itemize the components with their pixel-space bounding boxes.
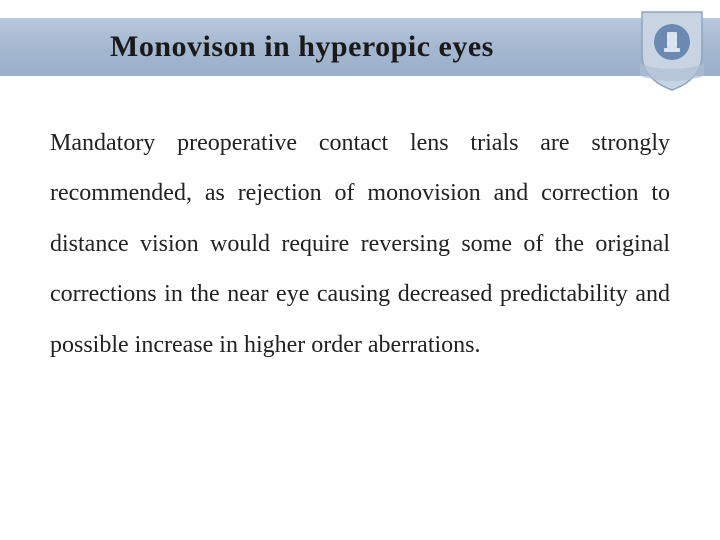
body-paragraph: Mandatory preoperative contact lens tria… xyxy=(50,118,670,370)
header-band: Monovison in hyperopic eyes xyxy=(0,18,720,76)
slide-title: Monovison in hyperopic eyes xyxy=(110,30,494,64)
institution-logo xyxy=(632,4,712,94)
